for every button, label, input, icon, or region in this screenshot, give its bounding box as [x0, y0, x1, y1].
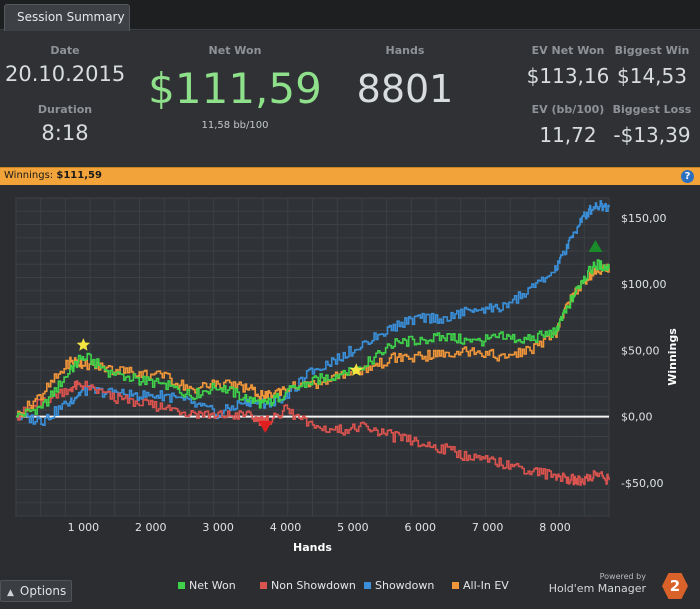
x-tick-label: 7 000: [472, 521, 504, 534]
hands-value: 8801: [356, 67, 454, 111]
tab-session-summary[interactable]: Session Summary: [4, 4, 130, 31]
ev-bb-value: 11,72: [539, 123, 597, 147]
options-label: Options: [19, 584, 67, 598]
date-value: 20.10.2015: [5, 62, 126, 86]
x-tick-label: 5 000: [337, 521, 369, 534]
powered-by-text: Powered by: [599, 572, 646, 581]
legend-swatch[interactable]: [260, 582, 267, 589]
duration-label: Duration: [37, 103, 93, 116]
winnings-bar-value: $111,59: [56, 170, 102, 181]
net-won-value: $111,59: [148, 64, 322, 113]
ev-net-won-value: $113,16: [526, 64, 610, 88]
y-axis-label: Winnings: [666, 328, 679, 386]
brand-name: Hold'em Manager: [548, 582, 646, 595]
x-axis-label: Hands: [293, 541, 332, 554]
legend-swatch[interactable]: [452, 582, 459, 589]
date-label: Date: [50, 44, 80, 57]
series-line-showdown: [16, 200, 610, 426]
y-tick-label: $50,00: [621, 344, 660, 357]
biggest-win-label: Biggest Win: [614, 44, 690, 57]
x-tick-label: 3 000: [202, 521, 234, 534]
y-tick-label: $100,00: [621, 278, 667, 291]
x-tick-label: 2 000: [135, 521, 167, 534]
series-line-net-won: [16, 259, 610, 418]
legend-item-net-won[interactable]: Net Won: [189, 579, 236, 592]
help-icon[interactable]: ?: [681, 170, 694, 183]
options-button[interactable]: ▲ Options: [0, 580, 72, 602]
triangle-down-marker: [258, 420, 273, 433]
y-tick-label: -$50,00: [621, 477, 663, 490]
ev-bb-label: EV (bb/100): [531, 103, 605, 116]
series-line-non-showdown: [16, 380, 610, 486]
winnings-chart: 1 000 2 000 3 000 4 000 5 000 6 000 7 000 8 000…: [15, 197, 679, 592]
winnings-bar-label: Winnings: $111,59: [4, 170, 102, 181]
legend-swatch[interactable]: [178, 582, 185, 589]
hands-label: Hands: [385, 44, 425, 57]
winnings-bar-title: Winnings:: [4, 170, 54, 181]
legend-item-showdown[interactable]: Showdown: [375, 579, 434, 592]
winnings-bar: Winnings: $111,59 ?: [0, 167, 700, 185]
hem-logo-icon: 2: [662, 573, 688, 599]
legend-swatch[interactable]: [364, 582, 371, 589]
chevron-up-icon: ▲: [7, 588, 14, 598]
x-tick-label: 8 000: [539, 521, 571, 534]
biggest-loss-label: Biggest Loss: [612, 103, 692, 116]
biggest-win-value: $14,53: [617, 64, 687, 88]
legend-item-all-in-ev[interactable]: All-In EV: [463, 579, 509, 592]
net-won-label: Net Won: [208, 44, 262, 57]
star-marker: [349, 363, 363, 376]
chart-area: 1 000 2 000 3 000 4 000 5 000 6 000 7 000 8 000…: [0, 186, 700, 609]
legend-item-non-showdown[interactable]: Non Showdown: [271, 579, 356, 592]
y-tick-label: $0,00: [621, 411, 653, 424]
y-tick-label: $150,00: [621, 212, 667, 225]
brand: Powered by Hold'em Manager 2: [548, 571, 688, 601]
tab-bar: Session Summary: [0, 0, 700, 31]
stats-panel: Date 20.10.2015 Duration 8:18 Net Won $1…: [0, 31, 700, 167]
x-tick-label: 6 000: [405, 521, 437, 534]
duration-value: 8:18: [41, 121, 89, 145]
ev-net-won-label: EV Net Won: [531, 44, 605, 57]
triangle-up-marker: [588, 240, 603, 253]
x-tick-label: 4 000: [270, 521, 302, 534]
star-marker: [76, 338, 90, 351]
biggest-loss-value: -$13,39: [613, 123, 691, 147]
x-tick-label: 1 000: [68, 521, 100, 534]
net-won-bb: 11,58 bb/100: [201, 120, 269, 131]
